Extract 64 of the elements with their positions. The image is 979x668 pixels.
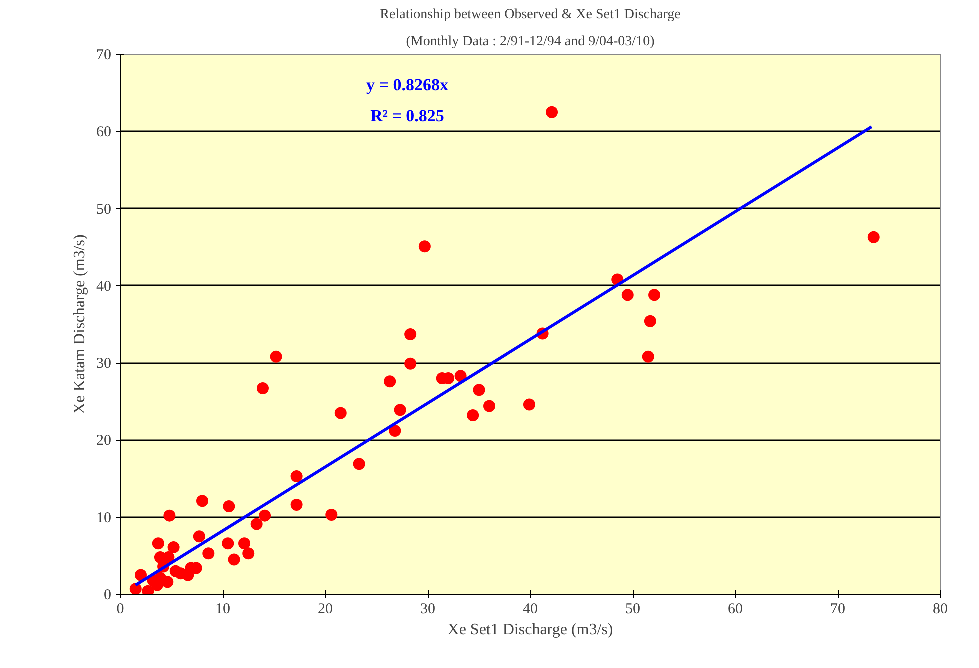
x-axis-title: Xe Set1 Discharge (m3/s)	[448, 622, 614, 638]
point	[523, 398, 536, 411]
point	[196, 495, 208, 508]
point	[256, 382, 269, 395]
point	[467, 410, 480, 422]
point	[130, 583, 142, 594]
point	[648, 289, 661, 302]
x-tick-label: 70	[830, 602, 846, 618]
point	[546, 106, 558, 118]
x-tick-label: 30	[420, 602, 436, 618]
point	[384, 376, 396, 388]
point	[250, 518, 263, 530]
x-tick-label: 80	[933, 602, 948, 618]
chart-subtitle: (Monthly Data : 2/91-12/94 and 9/04-03/10)	[406, 34, 656, 50]
point	[473, 384, 486, 396]
point	[389, 424, 402, 437]
y-tick-label: 40	[96, 278, 112, 295]
x-tick-label: 0	[116, 602, 124, 618]
point	[270, 350, 282, 363]
point	[259, 510, 272, 522]
y-tick-label: 10	[96, 510, 112, 526]
y-axis-title: Xe Katam Discharge (m3/s)	[72, 234, 88, 414]
point	[228, 554, 240, 566]
x-tick-label: 60	[728, 602, 743, 618]
point	[418, 240, 431, 253]
point	[326, 509, 338, 522]
point	[290, 470, 303, 482]
point	[193, 530, 206, 543]
point	[162, 576, 174, 588]
y-tick-label: 0	[104, 588, 112, 604]
point	[644, 315, 656, 328]
point	[238, 538, 251, 550]
point	[622, 289, 634, 302]
point	[174, 568, 187, 580]
point	[484, 400, 496, 412]
chart-title: Relationship between Observed & Xe Set1 Discharge	[380, 8, 681, 22]
point	[642, 350, 654, 363]
annotation: y = 0.8268x	[366, 76, 449, 95]
point	[152, 538, 164, 550]
point	[353, 458, 366, 470]
x-tick-label: 50	[626, 602, 640, 618]
point	[222, 538, 234, 550]
point	[242, 548, 255, 560]
point	[334, 407, 347, 420]
point	[202, 548, 215, 560]
point	[164, 510, 176, 522]
y-tick-label: 20	[96, 433, 112, 450]
point	[290, 499, 303, 512]
y-tick-label: 70	[96, 48, 112, 64]
y-tick-label: 30	[96, 356, 112, 372]
point	[868, 231, 880, 244]
annotation: R² = 0.825	[370, 106, 444, 126]
point	[223, 500, 236, 513]
x-tick-label: 20	[318, 602, 333, 618]
x-tick-label: 40	[523, 602, 538, 618]
point	[135, 569, 147, 582]
point	[168, 541, 180, 554]
y-tick-label: 50	[96, 202, 112, 218]
point	[404, 358, 417, 370]
y-tick-label: 60	[96, 124, 112, 141]
point	[454, 370, 467, 382]
x-tick-label: 10	[216, 602, 230, 618]
point	[404, 328, 417, 341]
point	[394, 404, 406, 416]
